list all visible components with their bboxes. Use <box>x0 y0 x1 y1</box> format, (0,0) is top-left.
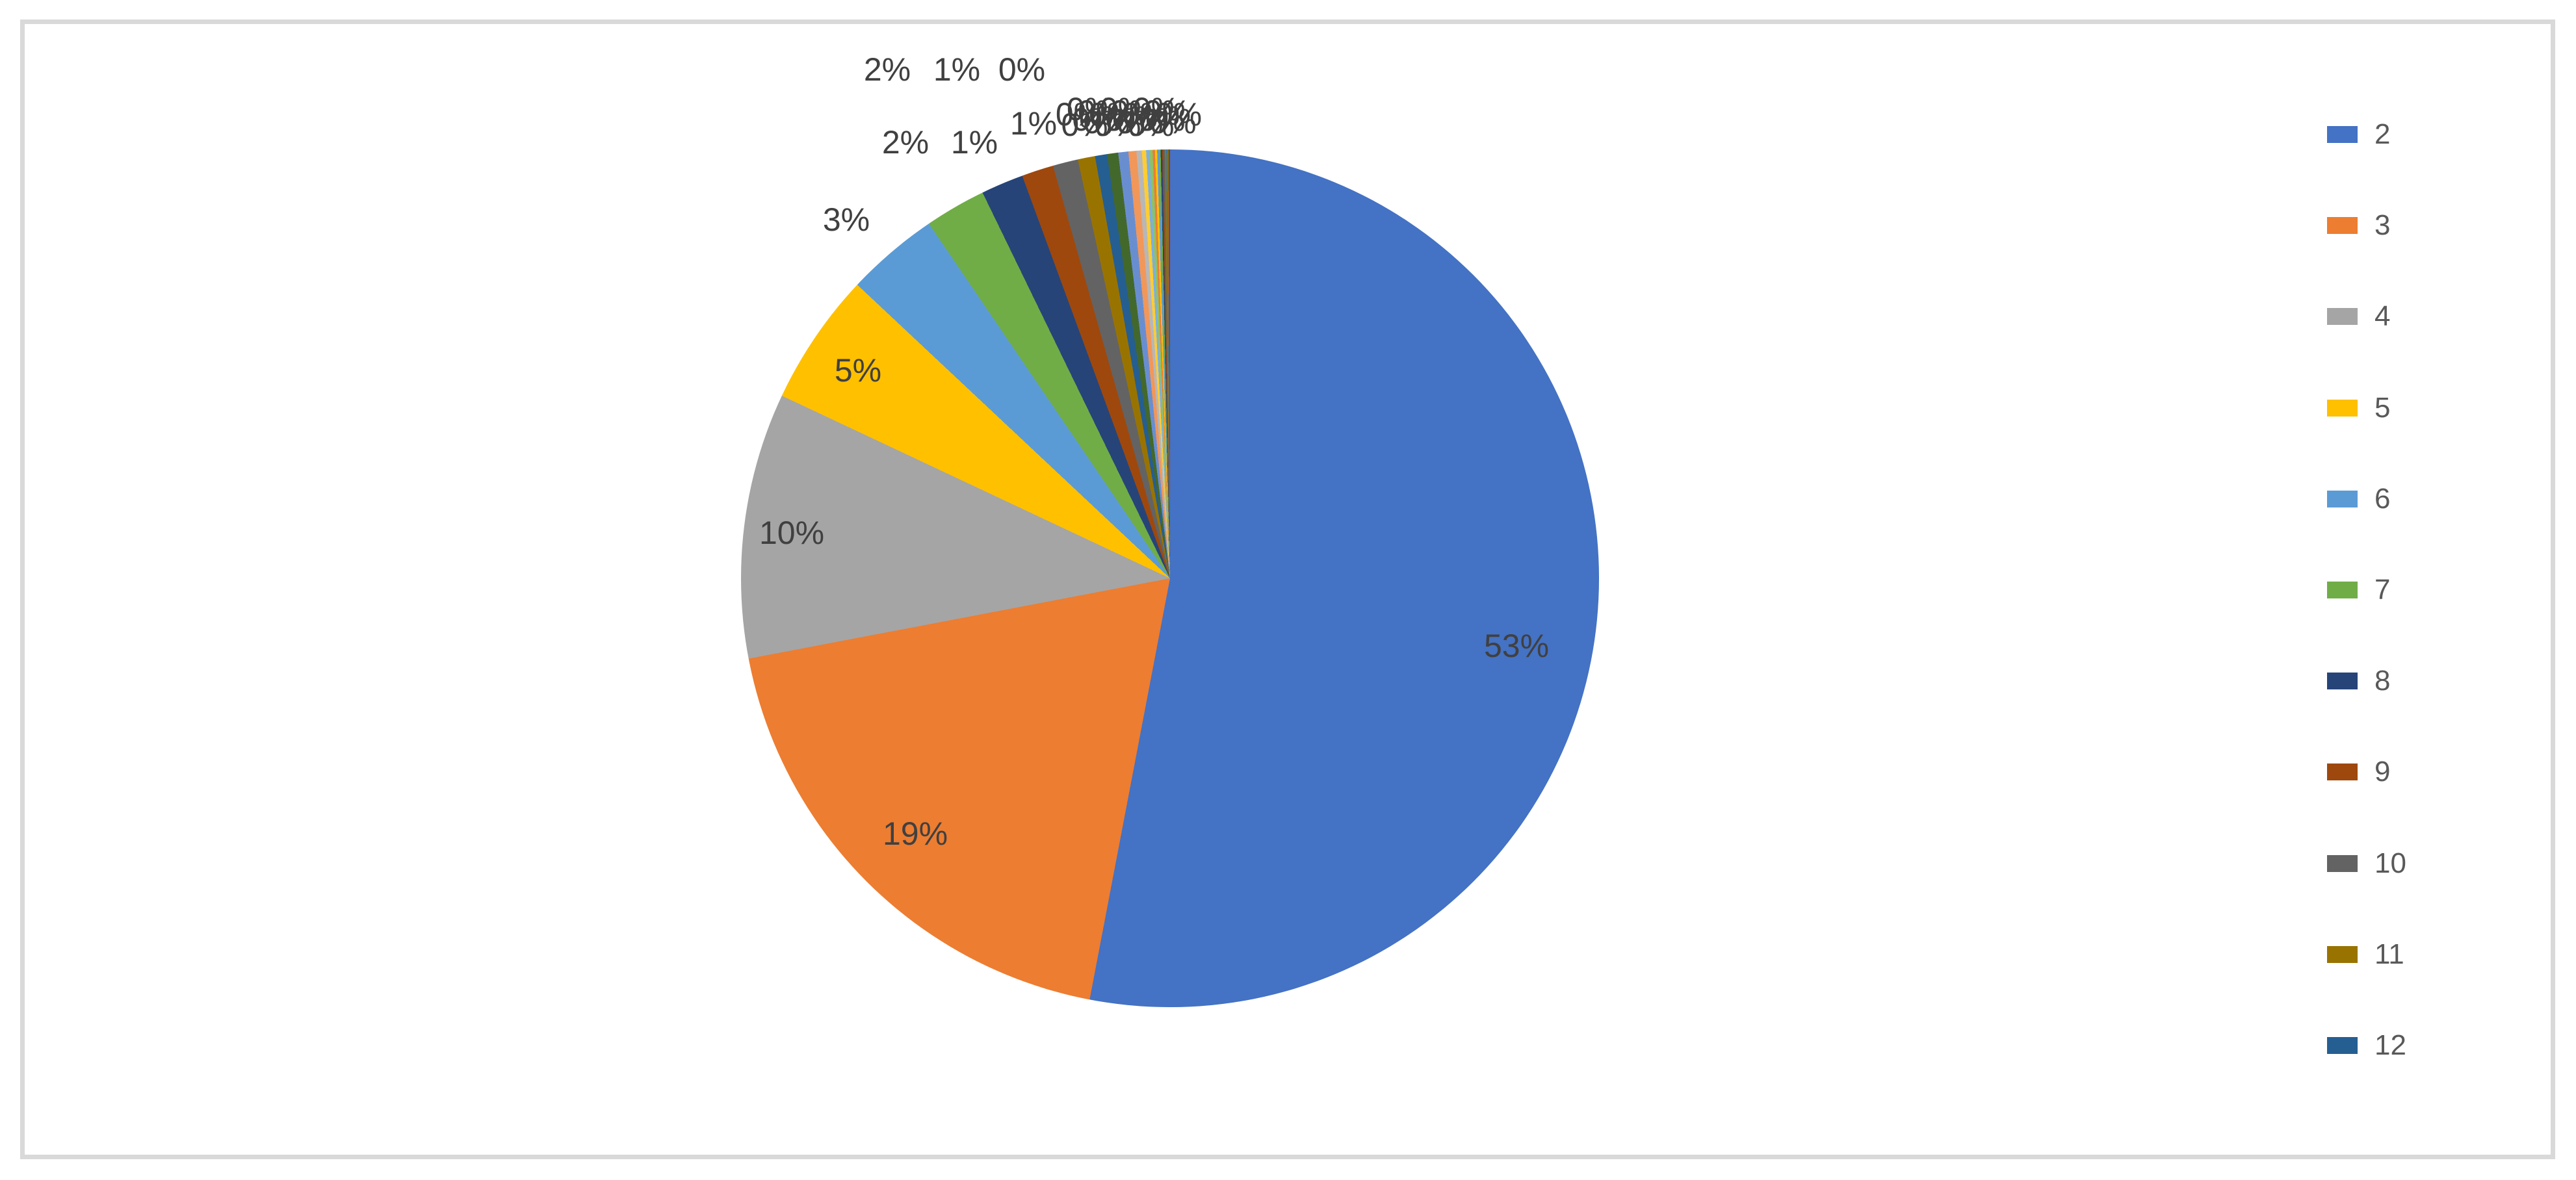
overflow-zero-label: 0% <box>1061 107 1108 143</box>
legend-item-12[interactable]: 12 <box>2327 1030 2406 1061</box>
legend-label: 5 <box>2374 392 2391 424</box>
slice-label-3: 19% <box>882 815 948 852</box>
slice-label-6: 3% <box>822 201 870 238</box>
slice-label-7: 2% <box>881 124 930 160</box>
legend-label: 11 <box>2374 938 2404 970</box>
legend-item-10[interactable]: 10 <box>2327 848 2406 879</box>
overflow-zero-label: 0% <box>1116 104 1164 140</box>
legend-swatch-icon <box>2327 946 2358 963</box>
legend-item-5[interactable]: 5 <box>2327 392 2390 424</box>
legend-swatch-icon <box>2327 1037 2358 1054</box>
legend-item-7[interactable]: 7 <box>2327 574 2390 606</box>
legend-item-2[interactable]: 2 <box>2327 119 2390 150</box>
legend-swatch-icon <box>2327 763 2358 780</box>
slice-label-10: 1% <box>933 51 981 88</box>
slice-label-5: 5% <box>834 352 882 389</box>
legend-swatch-icon <box>2327 308 2358 325</box>
slice-label-2: 53% <box>1483 628 1550 664</box>
slice-label-11: 1% <box>1009 105 1058 142</box>
legend-item-6[interactable]: 6 <box>2327 483 2390 515</box>
legend-item-9[interactable]: 9 <box>2327 756 2390 788</box>
legend-swatch-icon <box>2327 217 2358 234</box>
legend-label: 10 <box>2374 847 2406 879</box>
legend-swatch-icon <box>2327 582 2358 598</box>
overflow-zero-label: 0% <box>1138 101 1186 138</box>
slice-label-12: 0% <box>998 51 1046 88</box>
legend-item-4[interactable]: 4 <box>2327 301 2390 332</box>
legend-label: 4 <box>2374 300 2391 332</box>
overflow-zero-label: 0% <box>1083 104 1130 140</box>
legend-label: 9 <box>2374 756 2391 788</box>
legend-swatch-icon <box>2327 855 2358 872</box>
overflow-zero-label: 0% <box>1154 96 1203 133</box>
overflow-zero-label: 0% <box>1099 91 1147 127</box>
overflow-zero-label: 0% <box>1055 96 1103 133</box>
overflow-zero-label: 0% <box>1127 107 1175 143</box>
pie-chart[interactable] <box>741 149 1599 1007</box>
overflow-zero-label: 0% <box>1110 94 1158 130</box>
overflow-zero-label: 0% <box>1088 96 1136 133</box>
slice-label-4: 10% <box>759 515 825 551</box>
overflow-zero-label: 0% <box>1105 101 1152 138</box>
overflow-zero-label: 0% <box>1143 94 1191 130</box>
legend-swatch-icon <box>2327 673 2358 689</box>
legend-swatch-icon <box>2327 400 2358 417</box>
legend-label: 6 <box>2374 483 2391 515</box>
overflow-zero-label: 0% <box>1066 91 1114 127</box>
legend-label: 3 <box>2374 209 2391 241</box>
legend-label: 8 <box>2374 665 2391 697</box>
legend-item-11[interactable]: 11 <box>2327 939 2404 970</box>
legend-item-8[interactable]: 8 <box>2327 665 2390 697</box>
overflow-zero-label: 0% <box>1132 91 1180 127</box>
legend-label: 2 <box>2374 118 2391 150</box>
overflow-zero-label: 0% <box>1077 94 1125 130</box>
overflow-zero-label: 0% <box>1072 101 1119 138</box>
overflow-zero-label: 0% <box>1149 104 1197 140</box>
slice-label-8: 2% <box>863 51 911 88</box>
legend-swatch-icon <box>2327 126 2358 143</box>
legend-swatch-icon <box>2327 491 2358 507</box>
overflow-zero-label: 0% <box>1121 96 1169 133</box>
legend-label: 7 <box>2374 574 2391 606</box>
legend-item-3[interactable]: 3 <box>2327 210 2390 241</box>
overflow-zero-label: 0% <box>1094 107 1141 143</box>
slice-label-9: 1% <box>950 124 998 160</box>
legend-label: 12 <box>2374 1029 2406 1061</box>
